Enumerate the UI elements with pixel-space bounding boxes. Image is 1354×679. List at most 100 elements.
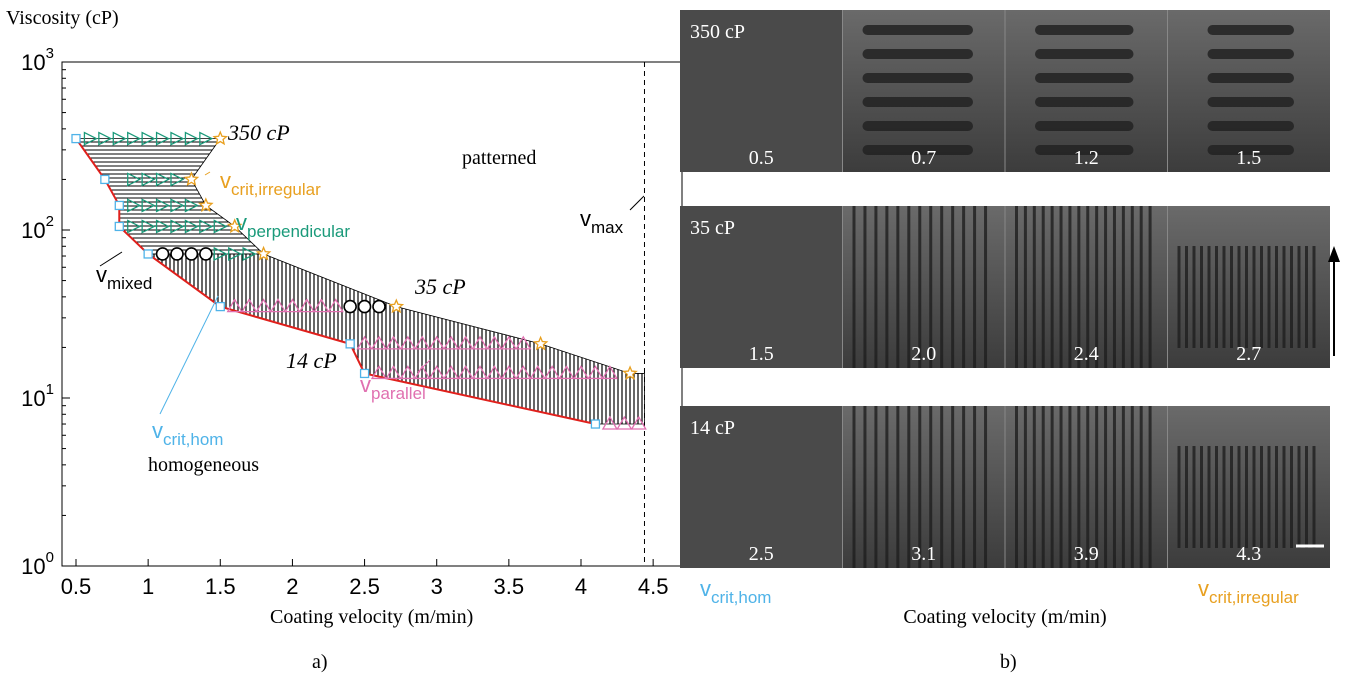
photo-stripe xyxy=(1290,246,1293,348)
marker-triangle xyxy=(170,131,185,146)
photo-stripe xyxy=(1260,446,1263,548)
photo-stripe xyxy=(1041,406,1045,568)
photo-stripe xyxy=(1015,406,1018,568)
photo-stripe xyxy=(1139,406,1143,568)
label-subscript: crit,irregular xyxy=(1209,588,1299,607)
photo-stripe xyxy=(1215,446,1218,548)
marker-square xyxy=(359,368,370,379)
marker-triangle xyxy=(98,131,113,146)
photo-stripe xyxy=(1148,206,1152,368)
photo-stripe xyxy=(1104,406,1108,568)
photo-stripe xyxy=(1041,206,1045,368)
photo-stripe xyxy=(940,406,944,568)
photo xyxy=(680,206,843,368)
x-tick-label: 0.5 xyxy=(61,574,92,599)
marker-triangle xyxy=(184,131,199,146)
photo-stripe xyxy=(1032,406,1036,568)
series-subscript: crit,hom xyxy=(163,430,223,449)
x-tick-label: 3 xyxy=(431,574,443,599)
marker-triangle xyxy=(213,219,228,234)
photo-stripe xyxy=(1282,446,1286,548)
series-name: v xyxy=(580,206,591,231)
vmax-label: vmax xyxy=(580,206,624,237)
marker-triangle xyxy=(630,415,647,430)
photo-stripe xyxy=(862,97,973,107)
photo-stripe xyxy=(1275,246,1278,348)
marker-circle xyxy=(343,299,357,314)
photo-stripe xyxy=(1035,25,1134,35)
photo-stripe xyxy=(1305,446,1308,548)
marker-triangle xyxy=(587,365,604,380)
photo-stripe xyxy=(1112,406,1116,568)
marker-square xyxy=(114,200,124,211)
annotation: 35 cP xyxy=(414,274,466,299)
series-subscript: mixed xyxy=(107,274,152,293)
photo-stripe xyxy=(1130,206,1134,368)
photo-stripe xyxy=(1077,206,1081,368)
series-subscript: crit,irregular xyxy=(231,180,321,199)
photo-stripe xyxy=(1035,97,1134,107)
series-subscript: perpendicular xyxy=(247,222,350,241)
photo-stripe xyxy=(1192,446,1196,548)
marker-square xyxy=(345,339,355,349)
marker-star xyxy=(183,171,200,187)
label-name: v xyxy=(700,576,711,601)
photo-stripe xyxy=(1207,446,1211,548)
photo-stripe xyxy=(862,49,973,59)
photo-speed-label: 0.5 xyxy=(749,147,774,169)
photo-stripe xyxy=(1312,446,1316,548)
series-name: v xyxy=(220,168,231,193)
marker-triangle xyxy=(428,365,445,380)
photo-stripe xyxy=(1207,49,1294,59)
photo-stripe xyxy=(1192,246,1196,348)
photo-stripe xyxy=(984,406,988,568)
marker-triangle xyxy=(558,365,575,380)
photo-stripe xyxy=(1252,446,1256,548)
marker-star xyxy=(388,298,405,314)
marker-triangle xyxy=(500,365,517,380)
marker-circle xyxy=(155,247,170,261)
marker-triangle xyxy=(155,198,171,213)
marker-triangle xyxy=(544,365,561,380)
photo-stripe xyxy=(1305,246,1308,348)
marker-triangle xyxy=(112,131,127,146)
photo-stripe xyxy=(885,206,889,368)
photo-stripe xyxy=(1035,145,1134,155)
photo-row-label: 14 cP xyxy=(690,417,735,439)
photo-stripe xyxy=(874,206,878,368)
marker-triangle xyxy=(385,335,402,350)
marker-square xyxy=(100,174,110,185)
photo-stripe xyxy=(1015,206,1018,368)
photo-stripe xyxy=(1086,206,1090,368)
photo-speed-label: 3.1 xyxy=(911,543,936,565)
photo-stripe xyxy=(1245,246,1248,348)
tick-exponent: 0 xyxy=(46,549,54,566)
photo-stripe xyxy=(1035,49,1134,59)
photo-stripe xyxy=(951,206,955,368)
marker-star xyxy=(198,197,214,213)
marker-triangle xyxy=(457,365,474,380)
marker-square xyxy=(114,221,124,232)
y-tick-label: 101 xyxy=(21,381,54,411)
photo-stripe xyxy=(940,206,944,368)
photo-stripe xyxy=(1032,206,1036,368)
photo-stripe xyxy=(1297,246,1301,348)
marker-triangle xyxy=(399,365,416,380)
photo-stripe xyxy=(1050,206,1054,368)
marker-triangle xyxy=(170,219,185,234)
marker-triangle xyxy=(457,335,474,350)
y-tick-label: 102 xyxy=(21,213,54,243)
photo-stripe xyxy=(862,73,973,83)
photo-stripe xyxy=(962,406,966,568)
photo-stripe xyxy=(874,406,878,568)
photo-stripe xyxy=(1148,406,1152,568)
photo-stripe xyxy=(1035,121,1134,131)
pointer xyxy=(204,171,211,176)
panel-b-x-label: Coating velocity (m/min) xyxy=(903,606,1106,628)
marker-triangle xyxy=(141,198,156,213)
marker-circle xyxy=(184,247,199,261)
marker-triangle xyxy=(184,198,199,213)
marker-triangle xyxy=(226,298,243,313)
photo-stripe xyxy=(896,406,900,568)
marker-triangle xyxy=(443,365,460,380)
